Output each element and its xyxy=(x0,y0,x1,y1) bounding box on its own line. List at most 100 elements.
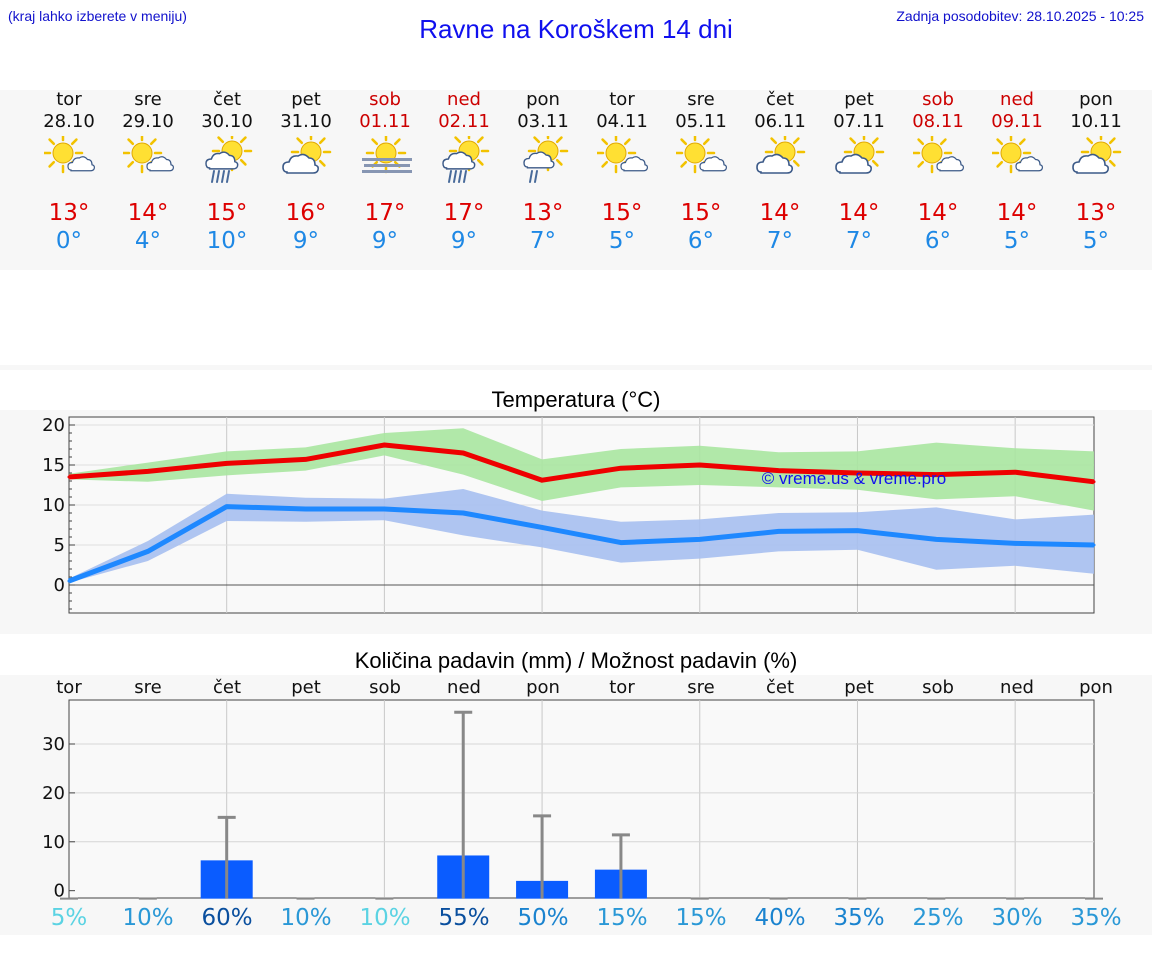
min-temp: 0° xyxy=(55,228,83,254)
y-tick-label: 20 xyxy=(42,783,65,804)
min-temp: 6° xyxy=(924,228,952,254)
rain-drops xyxy=(210,170,230,183)
cloudy-sun-icon xyxy=(755,136,805,174)
min-temp-point xyxy=(1013,541,1017,545)
day-name: pet xyxy=(844,89,874,110)
day-name: čet xyxy=(765,89,795,110)
y-tick-label: 10 xyxy=(42,832,65,853)
cloud-shape xyxy=(522,151,555,169)
precip-chance-label: 35% xyxy=(833,905,885,931)
day-name: pon xyxy=(1079,89,1113,110)
max-temp: 16° xyxy=(285,200,327,226)
sun-cloud-rain-icon xyxy=(441,136,489,183)
y-tick-label: 15 xyxy=(42,455,65,476)
day-date: 29.10 xyxy=(122,111,174,132)
sun-shape xyxy=(991,136,1031,174)
precip-day-label: sob xyxy=(369,677,401,698)
day-name: sob xyxy=(369,89,401,110)
precip-day-label: tor xyxy=(609,677,635,698)
rain-drops xyxy=(528,170,538,183)
max-temp-point xyxy=(225,461,229,465)
fog-line xyxy=(363,164,410,167)
day-date: 30.10 xyxy=(201,111,253,132)
day-date: 07.11 xyxy=(833,111,885,132)
max-temp-point xyxy=(855,471,859,475)
cloud-shape xyxy=(755,153,793,174)
cloud-shape xyxy=(204,151,238,170)
min-temp-point xyxy=(619,541,623,545)
precip-day-label: sob xyxy=(922,677,954,698)
partly-cloudy-icon xyxy=(122,136,174,174)
precip-day-label: čet xyxy=(765,677,795,698)
sun-shape xyxy=(596,136,636,174)
max-temp-point xyxy=(382,443,386,447)
cloud-shape xyxy=(145,156,174,172)
cloudy-sun-icon xyxy=(1071,136,1121,174)
precip-chance-label: 50% xyxy=(517,905,569,931)
min-temp: 7° xyxy=(766,228,794,254)
precip-day-label: pon xyxy=(1079,677,1113,698)
cloud-shape xyxy=(698,156,727,172)
max-temp: 15° xyxy=(601,200,643,226)
max-temp: 14° xyxy=(996,200,1038,226)
min-temp: 9° xyxy=(371,228,399,254)
max-temp: 15° xyxy=(206,200,248,226)
min-temp-point xyxy=(698,537,702,541)
precip-chance-label: 5% xyxy=(50,905,88,931)
precip-chance-label: 10% xyxy=(359,905,411,931)
min-temp: 5° xyxy=(1003,228,1031,254)
cloudy-sun-icon xyxy=(281,136,331,174)
min-temp-point xyxy=(382,507,386,511)
day-name: tor xyxy=(56,89,82,110)
precip-day-label: čet xyxy=(212,677,242,698)
max-temp: 13° xyxy=(1075,200,1117,226)
temperature-chart-title: Temperatura (°C) xyxy=(491,387,661,412)
max-temp: 14° xyxy=(759,200,801,226)
day-date: 08.11 xyxy=(912,111,964,132)
precip-chance-label: 10% xyxy=(122,905,174,931)
min-temp: 6° xyxy=(687,228,715,254)
precip-chance-label: 15% xyxy=(675,905,727,931)
day-name: pon xyxy=(526,89,560,110)
precip-chance-label: 25% xyxy=(912,905,964,931)
sun-shape xyxy=(912,136,952,174)
day-name: tor xyxy=(609,89,635,110)
cloud-shape xyxy=(619,156,648,172)
y-tick-label: 5 xyxy=(54,535,65,556)
day-date: 06.11 xyxy=(754,111,806,132)
max-temp: 15° xyxy=(680,200,722,226)
min-temp-point xyxy=(461,511,465,515)
precip-day-label: ned xyxy=(1000,677,1034,698)
y-tick-label: 0 xyxy=(54,881,65,902)
max-temp-point xyxy=(304,457,308,461)
min-temp-point xyxy=(304,507,308,511)
last-updated-value: 28.10.2025 - 10:25 xyxy=(1026,8,1144,24)
max-temp: 14° xyxy=(917,200,959,226)
cloud-shape xyxy=(66,156,95,172)
max-temp: 13° xyxy=(48,200,90,226)
precip-day-label: pet xyxy=(844,677,874,698)
precip-chance-label: 10% xyxy=(280,905,332,931)
watermark: © vreme.us & vreme.pro xyxy=(762,469,946,488)
precip-chance-label: 60% xyxy=(201,905,253,931)
min-temp-point xyxy=(934,537,938,541)
day-date: 04.11 xyxy=(596,111,648,132)
min-temp: 4° xyxy=(134,228,162,254)
precip-chance-label: 15% xyxy=(596,905,648,931)
min-temp-point xyxy=(777,529,781,533)
precip-day-label: sre xyxy=(687,677,715,698)
page-title: Ravne na Koroškem 14 dni xyxy=(419,14,733,44)
cloud-shape xyxy=(834,153,872,174)
sun-shape xyxy=(675,136,715,174)
last-updated: Zadnja posodobitev: 28.10.2025 - 10:25 xyxy=(892,8,1144,24)
day-name: ned xyxy=(1000,89,1034,110)
precip-chance-label: 40% xyxy=(754,905,806,931)
day-date: 10.11 xyxy=(1070,111,1122,132)
min-temp: 5° xyxy=(608,228,636,254)
min-temp-line xyxy=(68,504,1095,584)
fog-line xyxy=(361,170,412,173)
y-tick-label: 0 xyxy=(54,575,65,596)
max-temp: 17° xyxy=(443,200,485,226)
max-temp-point xyxy=(1092,480,1096,484)
day-name: sre xyxy=(687,89,715,110)
